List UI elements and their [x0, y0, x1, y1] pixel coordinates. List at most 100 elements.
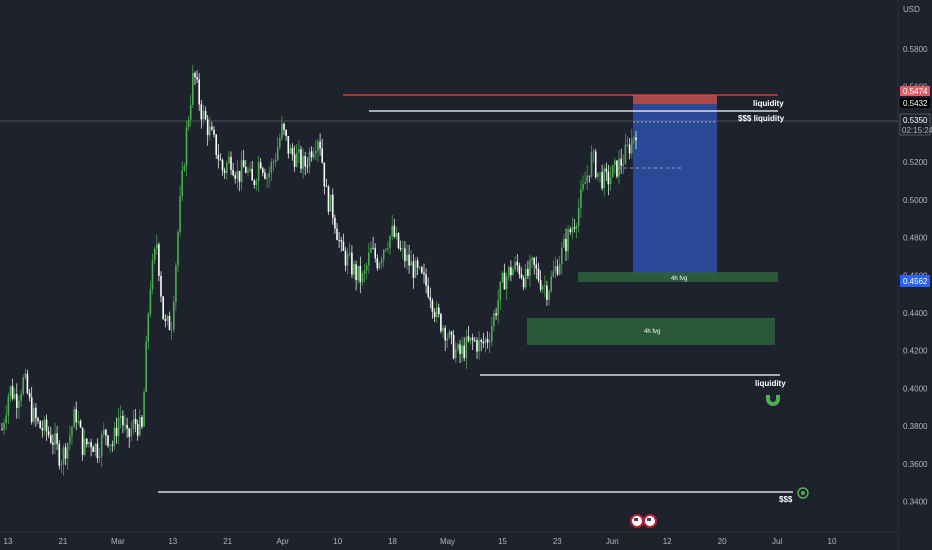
- candle-body: [501, 272, 504, 282]
- candle-body: [480, 340, 482, 342]
- candle-body: [281, 123, 283, 139]
- candle-body: [406, 254, 408, 262]
- liquidity-top-label: liquidity: [753, 99, 784, 108]
- x-tick-label: 13: [168, 537, 177, 546]
- candle-body: [497, 300, 499, 316]
- candle-body: [177, 232, 179, 266]
- fvg-lower-box[interactable]: [527, 318, 775, 345]
- y-tick-label: 0.5000: [903, 196, 928, 205]
- magnet-icon[interactable]: [766, 392, 780, 406]
- candle-body: [181, 170, 183, 197]
- candle-body: [117, 418, 120, 437]
- candle-body: [113, 427, 116, 446]
- candle-body: [342, 241, 345, 251]
- target-icon[interactable]: [797, 487, 809, 499]
- candle-body: [30, 397, 33, 422]
- candle-body: [376, 258, 379, 269]
- candle-body: [266, 177, 268, 179]
- candle-body: [599, 172, 601, 174]
- candle-body: [312, 153, 315, 158]
- candle-body: [550, 276, 552, 292]
- candle-body: [533, 257, 535, 265]
- candle-body: [348, 252, 351, 255]
- candle-body: [228, 156, 230, 163]
- sss-liquidity-label: $$$ liquidity: [738, 114, 785, 123]
- candle-body: [527, 268, 529, 276]
- candle-body: [607, 171, 610, 185]
- candles-group: [1, 64, 637, 476]
- candle-body: [402, 248, 404, 250]
- candle-body: [488, 341, 491, 343]
- stop-zone[interactable]: [633, 95, 717, 104]
- candle-body: [444, 327, 446, 341]
- candle-body: [503, 272, 506, 290]
- x-tick-label: 13: [4, 537, 13, 546]
- candle-body: [382, 250, 385, 260]
- candle-body: [508, 267, 510, 277]
- candle-body: [285, 129, 287, 136]
- candle-body: [268, 172, 270, 178]
- candle-body: [221, 160, 224, 171]
- candle-body: [512, 269, 514, 276]
- candle-body: [334, 217, 336, 229]
- candle-body: [518, 265, 521, 275]
- candle-body: [368, 252, 370, 266]
- x-tick-label: Mar: [111, 537, 125, 546]
- candle-body: [423, 272, 425, 275]
- candle-body: [92, 447, 94, 452]
- us-flag-icon[interactable]: [643, 514, 657, 528]
- candle-body: [461, 345, 463, 355]
- candle-body: [524, 268, 527, 288]
- candle-body: [158, 244, 160, 276]
- candle-body: [109, 444, 111, 446]
- candle-body: [143, 392, 145, 427]
- candle-body: [427, 285, 429, 297]
- us-flag-icon[interactable]: [630, 514, 644, 528]
- candle-body: [586, 175, 588, 183]
- entry-price-tag: 0.4562: [900, 275, 930, 287]
- candle-body: [410, 261, 412, 266]
- target-zone[interactable]: [633, 104, 717, 278]
- candle-body: [194, 72, 196, 78]
- candle-body: [355, 264, 357, 281]
- candle-body: [408, 254, 410, 266]
- fvg-upper-label: 4h fvg: [671, 276, 687, 282]
- candle-body: [457, 344, 459, 350]
- sss-bottom-label: $$$: [779, 495, 793, 504]
- x-tick-label: 10: [828, 537, 837, 546]
- liquidity-low-label: liquidity: [755, 379, 786, 388]
- candle-body: [66, 443, 69, 459]
- x-tick-label: 21: [223, 537, 232, 546]
- candle-body: [13, 394, 16, 399]
- candle-body: [236, 171, 239, 179]
- candle-body: [145, 341, 147, 392]
- candle-body: [556, 266, 559, 275]
- candle-body: [126, 424, 128, 429]
- candle-body: [482, 341, 485, 344]
- candle-body: [132, 419, 135, 429]
- candle-body: [310, 151, 313, 158]
- candle-body: [399, 248, 402, 250]
- candle-body: [393, 225, 396, 237]
- candle-body: [308, 151, 311, 167]
- candle-body: [77, 421, 80, 423]
- candle-body: [495, 313, 497, 316]
- candle-body: [431, 300, 434, 312]
- candle-body: [605, 168, 608, 172]
- candle-body: [539, 280, 542, 290]
- x-axis[interactable]: 13 21 Mar 13 21 Apr 10 18 May 15 23 Jun 12 20 Jul 10: [4, 537, 837, 546]
- candle-body: [240, 160, 243, 182]
- candle-body: [257, 162, 260, 182]
- candle-body: [247, 170, 249, 173]
- candle-body: [156, 244, 158, 249]
- candle-body: [440, 314, 442, 332]
- fvg-upper-box[interactable]: [578, 272, 778, 282]
- candle-body: [173, 302, 175, 330]
- candle-body: [446, 338, 449, 341]
- svg-text:02:15:24: 02:15:24: [902, 126, 932, 135]
- candle-body: [359, 266, 362, 282]
- candle-body: [387, 248, 389, 249]
- x-tick-label: 21: [58, 537, 67, 546]
